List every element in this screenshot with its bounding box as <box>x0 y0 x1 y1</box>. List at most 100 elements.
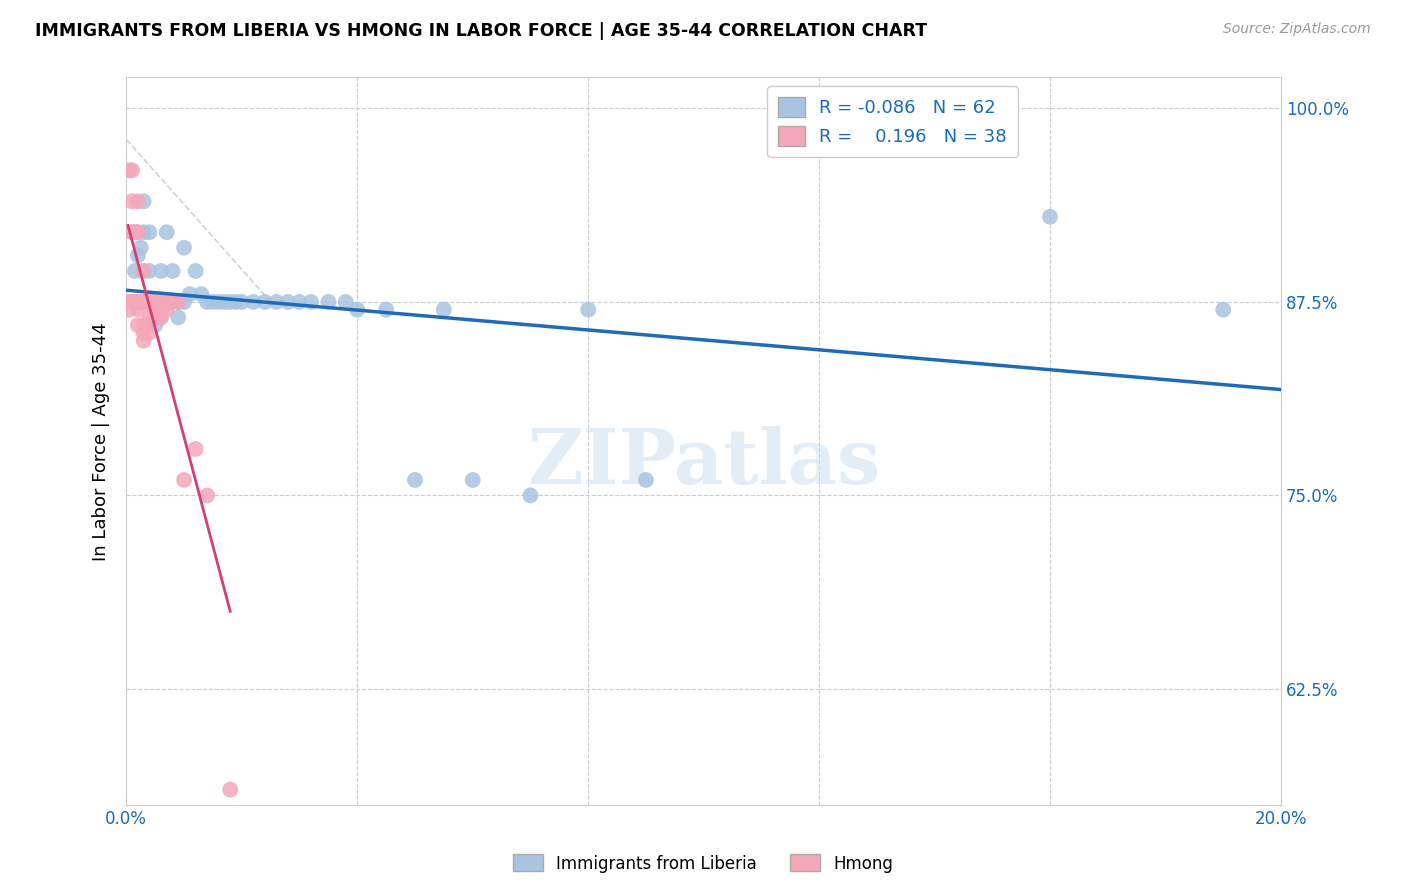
Point <box>1212 302 1234 317</box>
Point <box>118 302 141 317</box>
Point <box>149 294 172 309</box>
Point <box>156 294 179 309</box>
Point <box>132 318 155 333</box>
Point <box>375 302 398 317</box>
Point <box>461 473 484 487</box>
Point <box>129 241 152 255</box>
Point <box>266 294 288 309</box>
Point <box>127 294 149 309</box>
Point <box>214 294 236 309</box>
Point <box>179 287 201 301</box>
Point <box>124 294 146 309</box>
Point <box>149 294 172 309</box>
Point <box>124 225 146 239</box>
Point <box>141 294 163 309</box>
Point <box>138 264 160 278</box>
Legend: R = -0.086   N = 62, R =    0.196   N = 38: R = -0.086 N = 62, R = 0.196 N = 38 <box>768 87 1018 157</box>
Point <box>121 294 143 309</box>
Point <box>143 310 166 325</box>
Point <box>143 294 166 309</box>
Point <box>127 225 149 239</box>
Point <box>173 473 195 487</box>
Point <box>127 302 149 317</box>
Point <box>117 294 139 309</box>
Point <box>132 294 155 309</box>
Point <box>127 318 149 333</box>
Point <box>201 294 224 309</box>
Point <box>225 294 247 309</box>
Point <box>167 294 190 309</box>
Point <box>129 294 152 309</box>
Point <box>277 294 299 309</box>
Point <box>184 264 207 278</box>
Y-axis label: In Labor Force | Age 35-44: In Labor Force | Age 35-44 <box>93 322 110 560</box>
Point <box>118 163 141 178</box>
Point <box>242 294 264 309</box>
Point <box>132 294 155 309</box>
Point <box>127 194 149 209</box>
Point <box>143 294 166 309</box>
Point <box>143 294 166 309</box>
Point <box>121 225 143 239</box>
Text: IMMIGRANTS FROM LIBERIA VS HMONG IN LABOR FORCE | AGE 35-44 CORRELATION CHART: IMMIGRANTS FROM LIBERIA VS HMONG IN LABO… <box>35 22 928 40</box>
Point <box>404 473 426 487</box>
Point <box>149 264 172 278</box>
Point <box>219 782 242 797</box>
Point <box>132 264 155 278</box>
Point <box>190 287 212 301</box>
Point <box>173 294 195 309</box>
Point <box>132 294 155 309</box>
Point <box>135 318 157 333</box>
Point <box>433 302 456 317</box>
Point <box>162 264 184 278</box>
Point <box>634 473 657 487</box>
Point <box>335 294 357 309</box>
Point <box>132 334 155 348</box>
Point <box>132 225 155 239</box>
Point <box>162 294 184 309</box>
Point <box>149 302 172 317</box>
Point <box>231 294 253 309</box>
Point <box>219 294 242 309</box>
Point <box>132 264 155 278</box>
Point <box>135 294 157 309</box>
Point <box>299 294 322 309</box>
Point <box>156 225 179 239</box>
Point <box>149 310 172 325</box>
Point <box>149 310 172 325</box>
Point <box>138 326 160 340</box>
Point <box>167 294 190 309</box>
Point <box>124 294 146 309</box>
Point <box>318 294 340 309</box>
Point <box>253 294 276 309</box>
Legend: Immigrants from Liberia, Hmong: Immigrants from Liberia, Hmong <box>506 847 900 880</box>
Point <box>132 194 155 209</box>
Point <box>138 294 160 309</box>
Point <box>124 264 146 278</box>
Point <box>288 294 311 309</box>
Point <box>138 225 160 239</box>
Point <box>121 194 143 209</box>
Point <box>1039 210 1062 224</box>
Point <box>167 310 190 325</box>
Point <box>121 294 143 309</box>
Point <box>195 294 218 309</box>
Point <box>162 294 184 309</box>
Point <box>132 326 155 340</box>
Point <box>143 318 166 333</box>
Point <box>195 488 218 502</box>
Point <box>346 302 368 317</box>
Point <box>138 294 160 309</box>
Text: ZIPatlas: ZIPatlas <box>527 426 880 500</box>
Point <box>118 294 141 309</box>
Point <box>156 302 179 317</box>
Point <box>127 248 149 262</box>
Point <box>138 310 160 325</box>
Point <box>127 225 149 239</box>
Point <box>121 163 143 178</box>
Point <box>129 294 152 309</box>
Point <box>127 294 149 309</box>
Point <box>121 225 143 239</box>
Point <box>208 294 231 309</box>
Point <box>184 442 207 456</box>
